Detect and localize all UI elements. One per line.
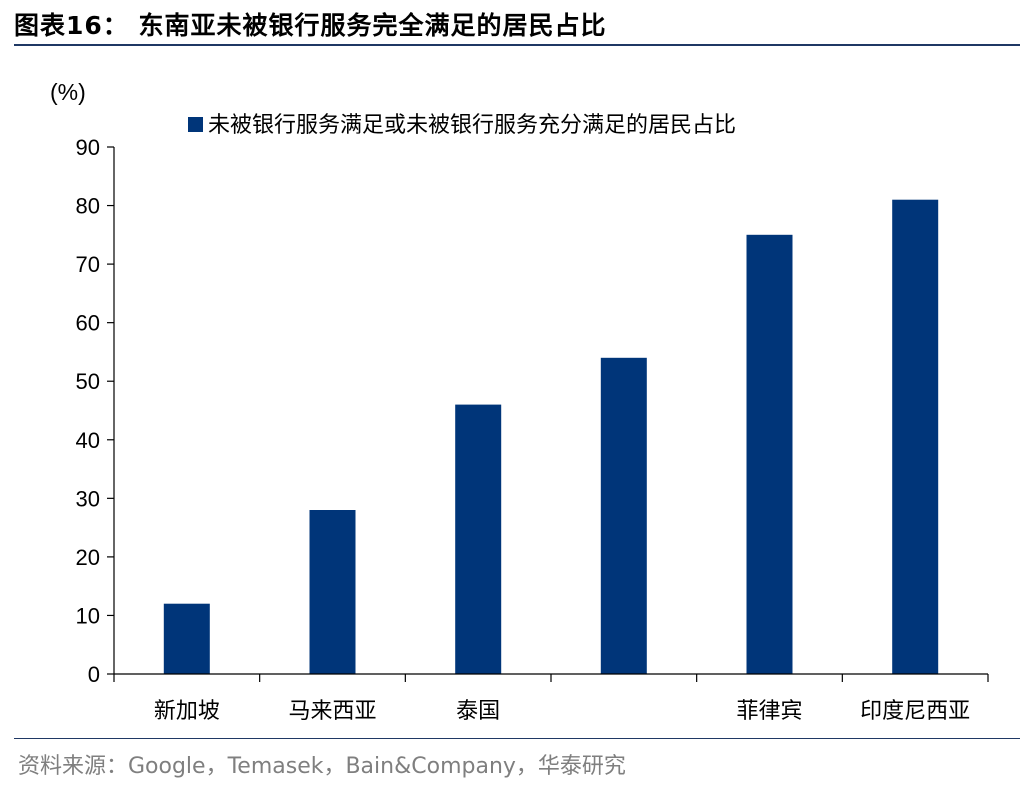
legend-label: 未被银行服务满足或未被银行服务充分满足的居民占比: [208, 113, 736, 138]
bar: [892, 199, 939, 674]
x-tick-label: 印度尼西亚: [860, 699, 970, 724]
bar: [455, 404, 502, 674]
x-tick-label: 新加坡: [154, 699, 220, 724]
title-rule: [14, 44, 1020, 46]
bar-chart: (%) 未被银行服务满足或未被银行服务充分满足的居民占比 0 10 20 30 40 50…: [50, 79, 989, 724]
y-tick-label: 50: [76, 369, 100, 394]
y-tick-label: 40: [76, 428, 100, 453]
y-tick-label: 90: [76, 135, 100, 160]
y-unit-label: (%): [50, 79, 86, 105]
x-tick-label: 菲律宾: [736, 699, 802, 724]
source-note: 资料来源：Google，Temasek，Bain&Company，华泰研究: [18, 754, 626, 779]
bottom-rule: [14, 738, 1020, 739]
y-tick-label: 20: [76, 545, 100, 570]
y-tick-label: 70: [76, 252, 100, 277]
bar: [163, 603, 210, 674]
x-tick-label: 泰国: [456, 699, 500, 724]
y-tick-label: 30: [76, 486, 100, 511]
y-tick-label: 0: [88, 662, 100, 687]
bar: [600, 357, 647, 674]
y-tick-label: 60: [76, 311, 100, 336]
bar: [746, 234, 793, 675]
x-tick-label: 马来西亚: [288, 699, 376, 724]
figure-title: 图表16： 东南亚未被银行服务完全满足的居民占比: [14, 11, 607, 40]
y-tick-label: 80: [76, 194, 100, 219]
bar: [309, 510, 356, 674]
y-tick-label: 10: [76, 603, 100, 628]
legend-swatch: [188, 117, 203, 132]
